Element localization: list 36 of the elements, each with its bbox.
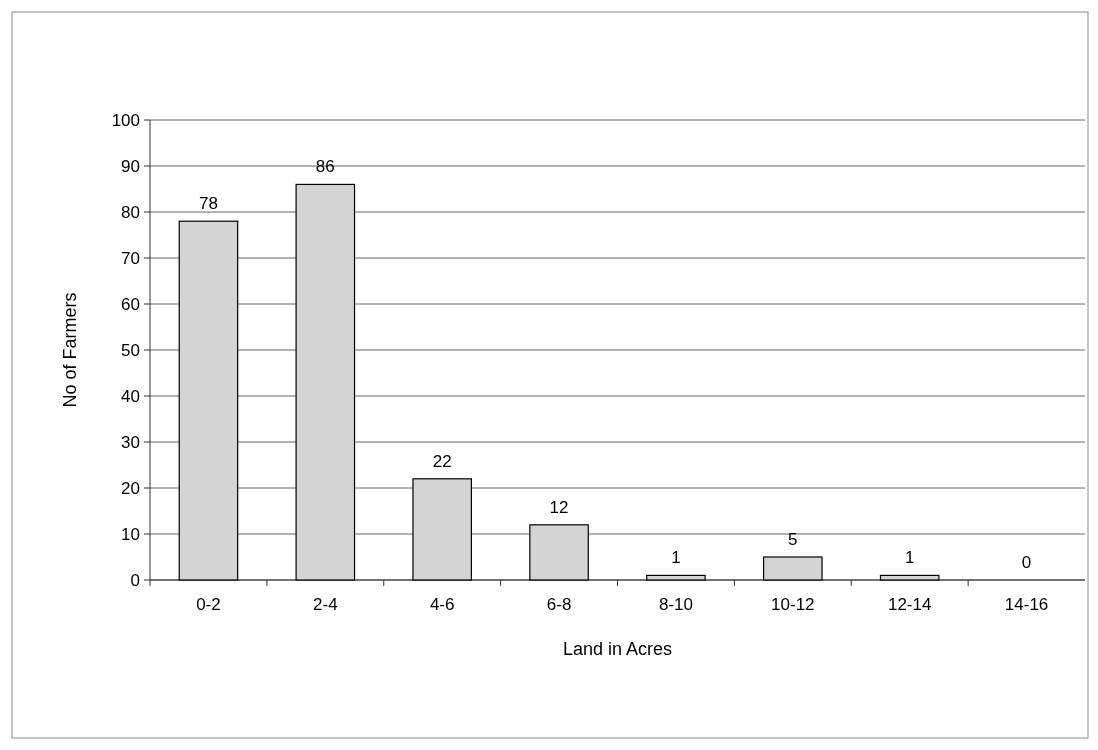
- y-tick-label: 60: [121, 294, 140, 314]
- bar: [879, 574, 940, 581]
- y-tick-label: 50: [121, 340, 140, 360]
- data-label: 0: [1021, 553, 1032, 572]
- y-tick-label: 90: [121, 156, 140, 176]
- bar: [646, 574, 706, 581]
- bar: [529, 524, 589, 581]
- bar: [762, 556, 823, 581]
- data-label: 22: [432, 451, 452, 471]
- y-tick-label: 10: [121, 524, 140, 544]
- y-tick-label: 100: [111, 110, 140, 130]
- y-axis-title: No of Farmers: [60, 292, 80, 408]
- x-tick-label: 0-2: [196, 595, 221, 614]
- x-axis-title: Land in Acres: [562, 639, 673, 659]
- x-tick-label: 12-14: [887, 595, 932, 614]
- y-tick-label: 40: [121, 386, 140, 406]
- data-label: 5: [788, 530, 798, 549]
- data-label: 1: [671, 548, 681, 568]
- y-tick-label: 30: [121, 432, 140, 452]
- data-label: 86: [315, 157, 335, 177]
- y-tick-label: 0: [130, 570, 140, 590]
- x-tick-label: 4-6: [429, 595, 455, 614]
- data-label: 1: [904, 548, 915, 568]
- data-label: 12: [549, 497, 569, 517]
- bar: [178, 220, 239, 581]
- x-tick-label: 2-4: [313, 595, 338, 614]
- x-tick-label: 10-12: [771, 595, 815, 614]
- bar: [412, 478, 473, 581]
- x-tick-label: 6-8: [546, 595, 572, 614]
- x-tick-label: 8-10: [658, 595, 693, 614]
- bar: [295, 183, 356, 581]
- y-tick-label: 80: [121, 202, 140, 222]
- y-tick-label: 70: [121, 248, 140, 268]
- data-label: 78: [198, 194, 218, 214]
- x-tick-label: 14-16: [1004, 595, 1049, 614]
- y-tick-label: 20: [121, 478, 140, 498]
